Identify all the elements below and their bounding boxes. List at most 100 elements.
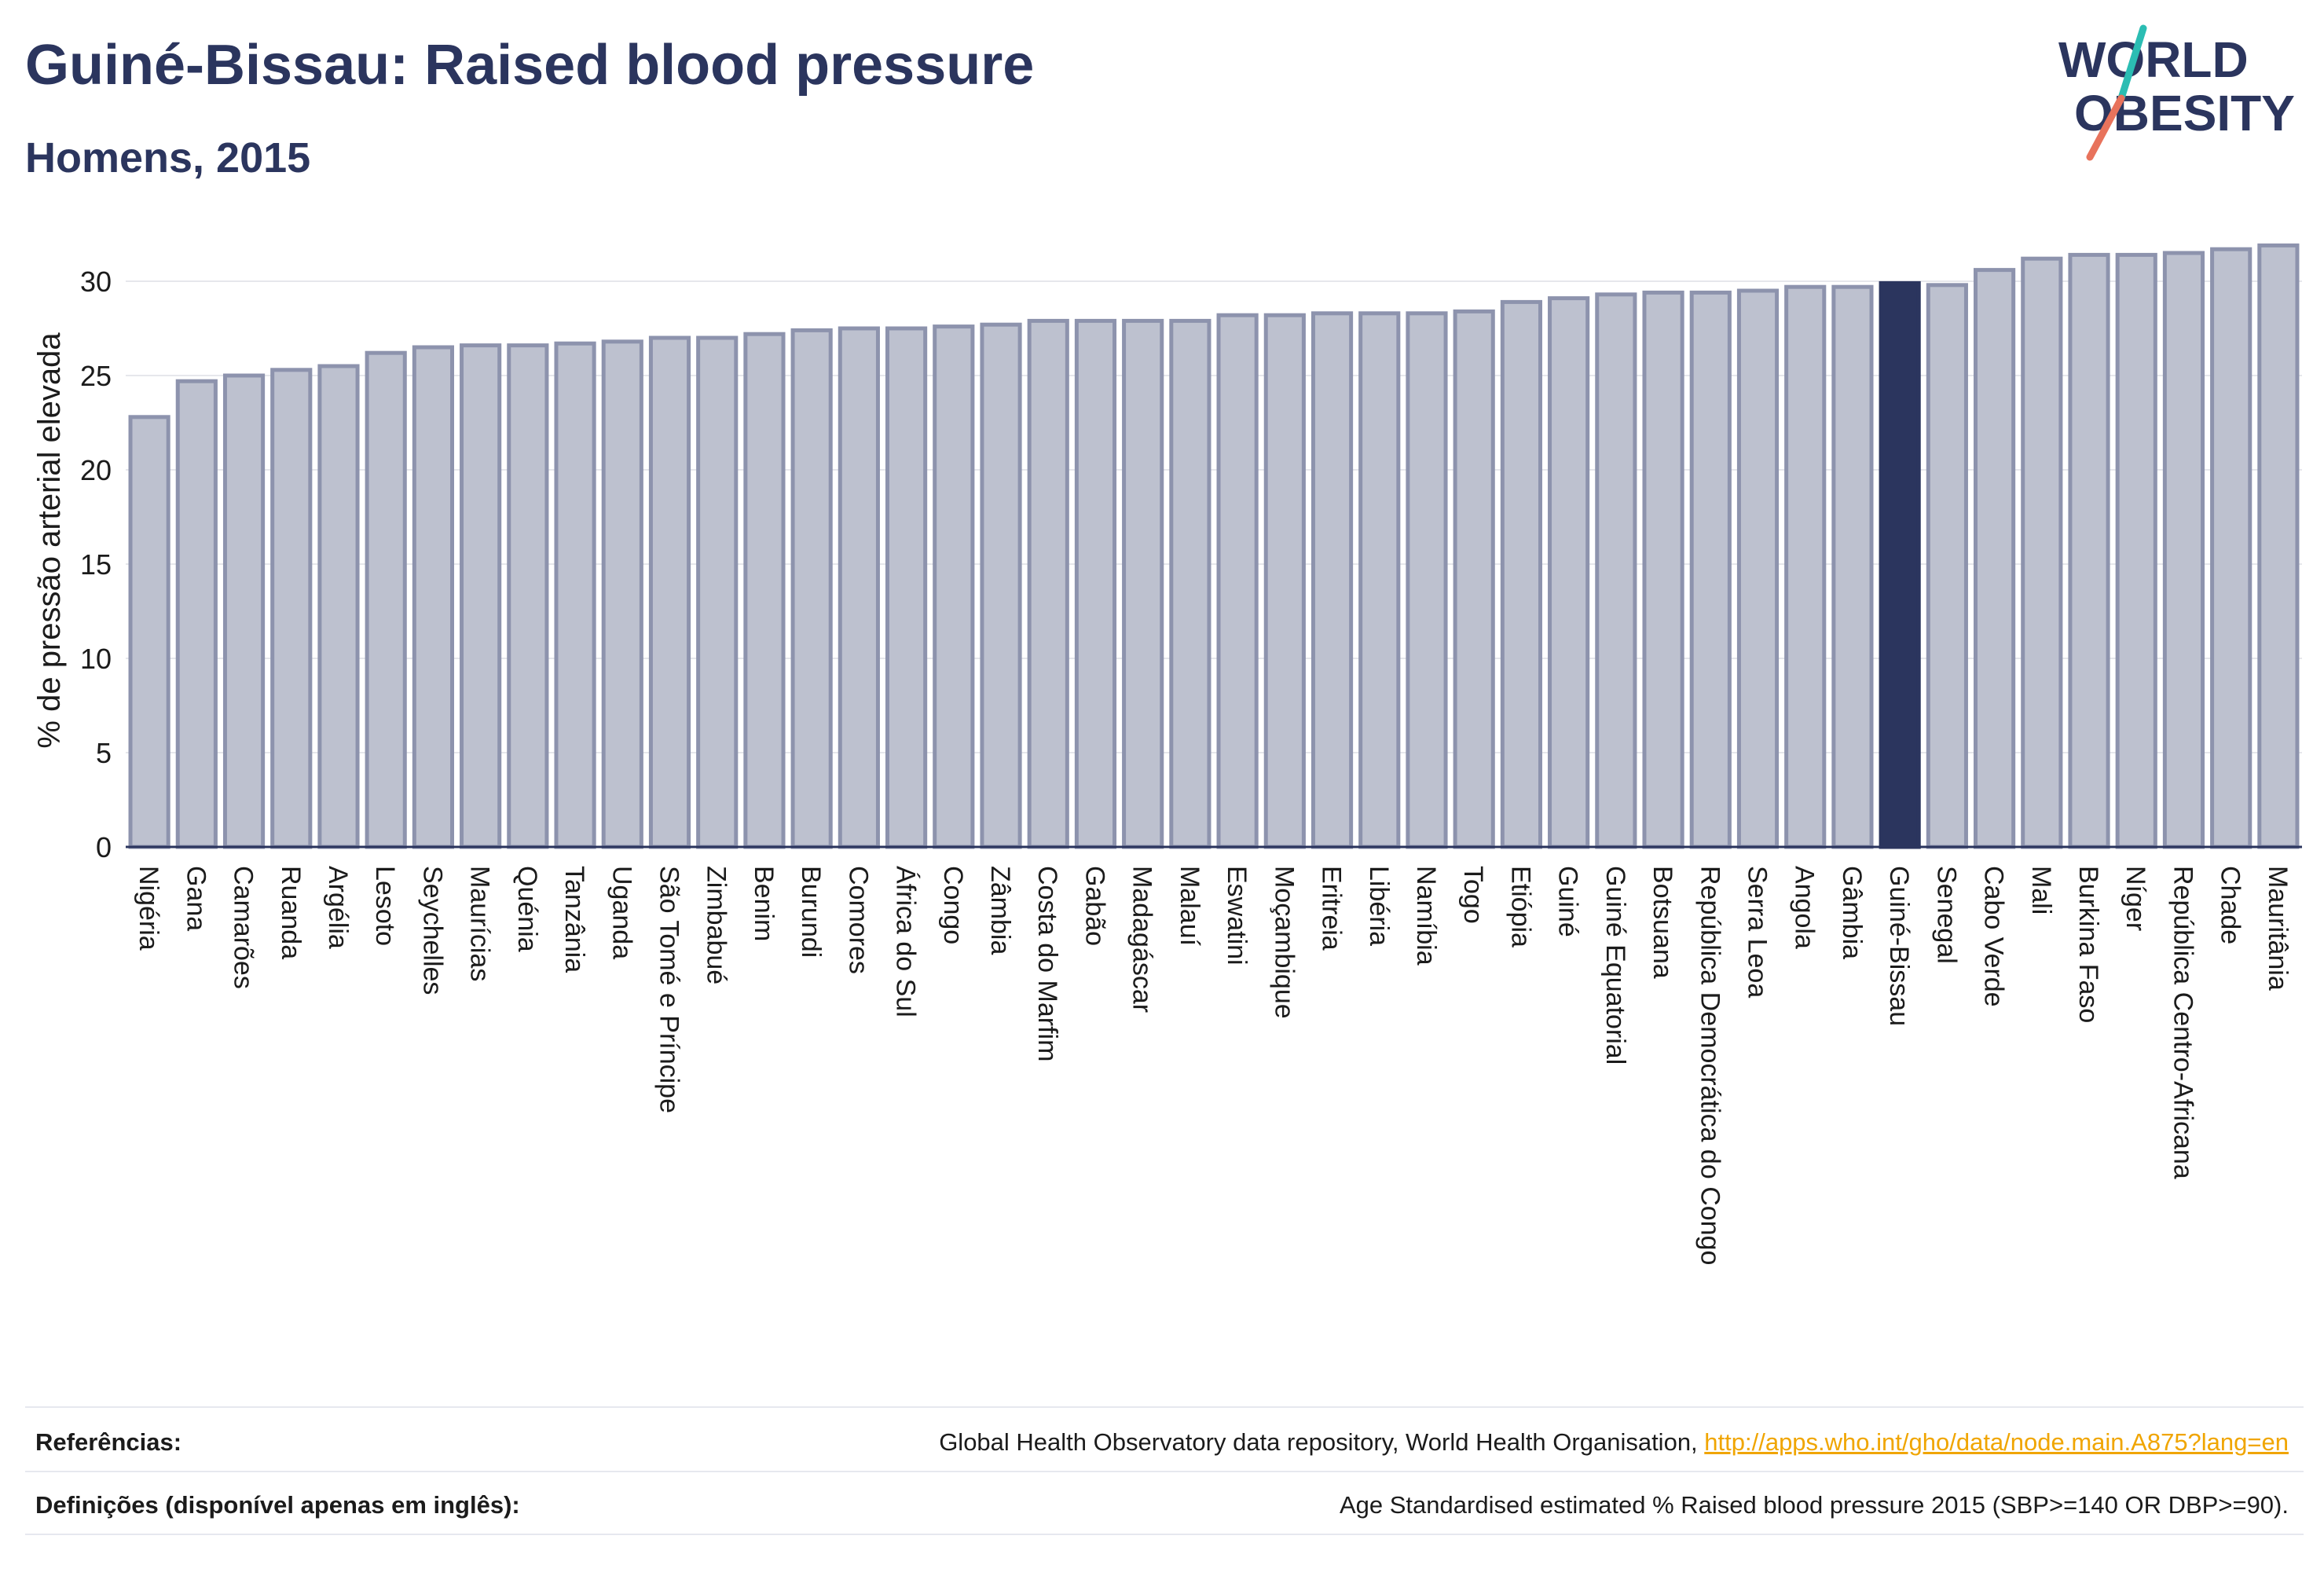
x-tick-label: Seychelles (417, 866, 447, 995)
bar-27 (1358, 311, 1401, 849)
definitions-text: Age Standardised estimated % Raised bloo… (1339, 1491, 2289, 1519)
footer-divider-middle (25, 1471, 2304, 1472)
x-tick-label: Benim (749, 866, 779, 941)
x-tick-label: Angola (1790, 866, 1820, 949)
x-tick-label: Moçambique (1269, 866, 1299, 1019)
bar-25 (1263, 313, 1306, 849)
y-tick-label: 30 (80, 266, 112, 298)
references-link[interactable]: http://apps.who.int/gho/data/node.main.A… (1704, 1428, 2289, 1456)
bar-16 (838, 326, 880, 849)
x-tick-label: Gâmbia (1837, 866, 1867, 959)
logo-line-1: WORLD (2058, 31, 2249, 88)
bar-26 (1310, 311, 1354, 849)
x-tick-label: Libéria (1364, 866, 1394, 946)
x-tick-label: Serra Leoa (1743, 866, 1772, 998)
bar-34 (1689, 290, 1732, 849)
x-tick-label: Camarões (229, 866, 258, 989)
x-tick-label: Senegal (1931, 866, 1961, 964)
x-tick-label: Guiné-Bissau (1884, 866, 1914, 1026)
x-tick-label: Cabo Verde (1979, 866, 2009, 1007)
world-obesity-logo: WORLD OBESITY (2058, 24, 2295, 161)
page-title: Guiné-Bissau: Raised blood pressure (25, 34, 1035, 97)
x-tick-label: Gabão (1080, 866, 1109, 946)
x-tick-label: África do Sul (891, 866, 921, 1017)
bar-20 (1027, 318, 1069, 849)
footer-divider-top (25, 1406, 2304, 1408)
bar-4 (270, 368, 313, 849)
references-source: Global Health Observatory data repositor… (939, 1428, 1705, 1456)
bar-31 (1548, 296, 1590, 849)
logo-slash-teal-icon (2117, 24, 2147, 102)
bar-2 (175, 379, 218, 849)
logo-slash-coral-icon (2086, 94, 2125, 161)
x-tick-label: Costa do Marfim (1032, 866, 1062, 1061)
x-tick-label: Comores (843, 866, 873, 974)
x-tick-label: Malauí (1175, 866, 1204, 947)
bar-chart: 0 5 10 15 20 25 30 Nigéria Gana Camarões Ruanda Ar… (32, 243, 2302, 1265)
y-axis-label: % de pressão arterial elevada (32, 332, 67, 749)
bar-15 (790, 328, 833, 849)
x-tick-label: Madagáscar (1127, 866, 1157, 1013)
x-tick-label: Zâmbia (985, 866, 1015, 955)
x-tick-label: Eswatini (1222, 866, 1252, 966)
x-tick-label: Maurícias (465, 866, 495, 981)
bar-3 (222, 373, 266, 849)
x-tick-label: Eritreia (1317, 866, 1347, 951)
bar-33 (1642, 290, 1684, 849)
bar-39 (1926, 283, 1968, 849)
x-tick-label: Nigéria (134, 866, 163, 951)
axis-layer: 0 5 10 15 20 25 30 (80, 266, 2302, 863)
definitions-label: Definições (disponível apenas em inglês)… (35, 1491, 520, 1519)
x-tick-label: Quénia (512, 866, 542, 952)
x-tick-label: Namíbia (1411, 866, 1441, 966)
bar-36 (1784, 284, 1827, 849)
bar-38 (1879, 280, 1921, 849)
x-tick-label: São Tomé e Príncipe (654, 866, 684, 1113)
bar-24 (1216, 313, 1259, 849)
bar-40 (1974, 268, 2016, 849)
y-tick-label: 20 (80, 454, 112, 486)
labels-layer: Nigéria Gana Camarões Ruanda Argélia Lesoto Se… (134, 866, 2293, 1265)
bar-8 (460, 343, 502, 849)
bar-41 (2021, 256, 2063, 849)
bar-12 (648, 335, 691, 849)
x-tick-label: Congo (938, 866, 968, 944)
references-label: Referências: (35, 1428, 182, 1456)
bar-10 (554, 341, 596, 849)
bar-42 (2068, 252, 2110, 849)
x-tick-label: Botsuana (1648, 866, 1677, 979)
bar-9 (507, 343, 549, 849)
bar-29 (1453, 309, 1495, 849)
bar-19 (980, 322, 1022, 849)
x-tick-label: Togo (1458, 866, 1488, 924)
bar-5 (317, 364, 360, 849)
y-tick-label: 10 (80, 643, 112, 675)
bar-23 (1169, 318, 1211, 849)
x-tick-label: Níger (2121, 866, 2150, 931)
bar-21 (1074, 318, 1117, 849)
x-tick-label: Mauritânia (2263, 866, 2293, 991)
bar-18 (933, 324, 975, 849)
x-tick-label: Guiné Equatorial (1600, 866, 1630, 1065)
x-tick-label: Etiópia (1505, 866, 1535, 947)
x-tick-label: República Democrática do Congo (1695, 866, 1725, 1265)
bar-22 (1122, 318, 1164, 849)
bar-28 (1406, 311, 1448, 849)
bar-11 (601, 339, 643, 849)
x-tick-label: Argélia (323, 866, 353, 949)
bar-1 (128, 415, 170, 849)
y-tick-label: 15 (80, 548, 112, 581)
x-tick-label: República Centro-Africana (2168, 866, 2198, 1179)
bar-30 (1500, 299, 1542, 849)
bar-43 (2115, 252, 2157, 849)
x-tick-label: Burkina Faso (2073, 866, 2103, 1023)
y-tick-label: 5 (96, 737, 112, 769)
x-tick-label: Guiné (1553, 866, 1583, 937)
bar-32 (1595, 292, 1637, 849)
x-tick-label: Gana (181, 866, 211, 931)
bar-17 (885, 326, 928, 849)
bar-13 (696, 335, 739, 849)
x-tick-label: Zimbabué (702, 866, 731, 984)
bar-45 (2210, 247, 2253, 849)
bar-7 (412, 345, 455, 849)
